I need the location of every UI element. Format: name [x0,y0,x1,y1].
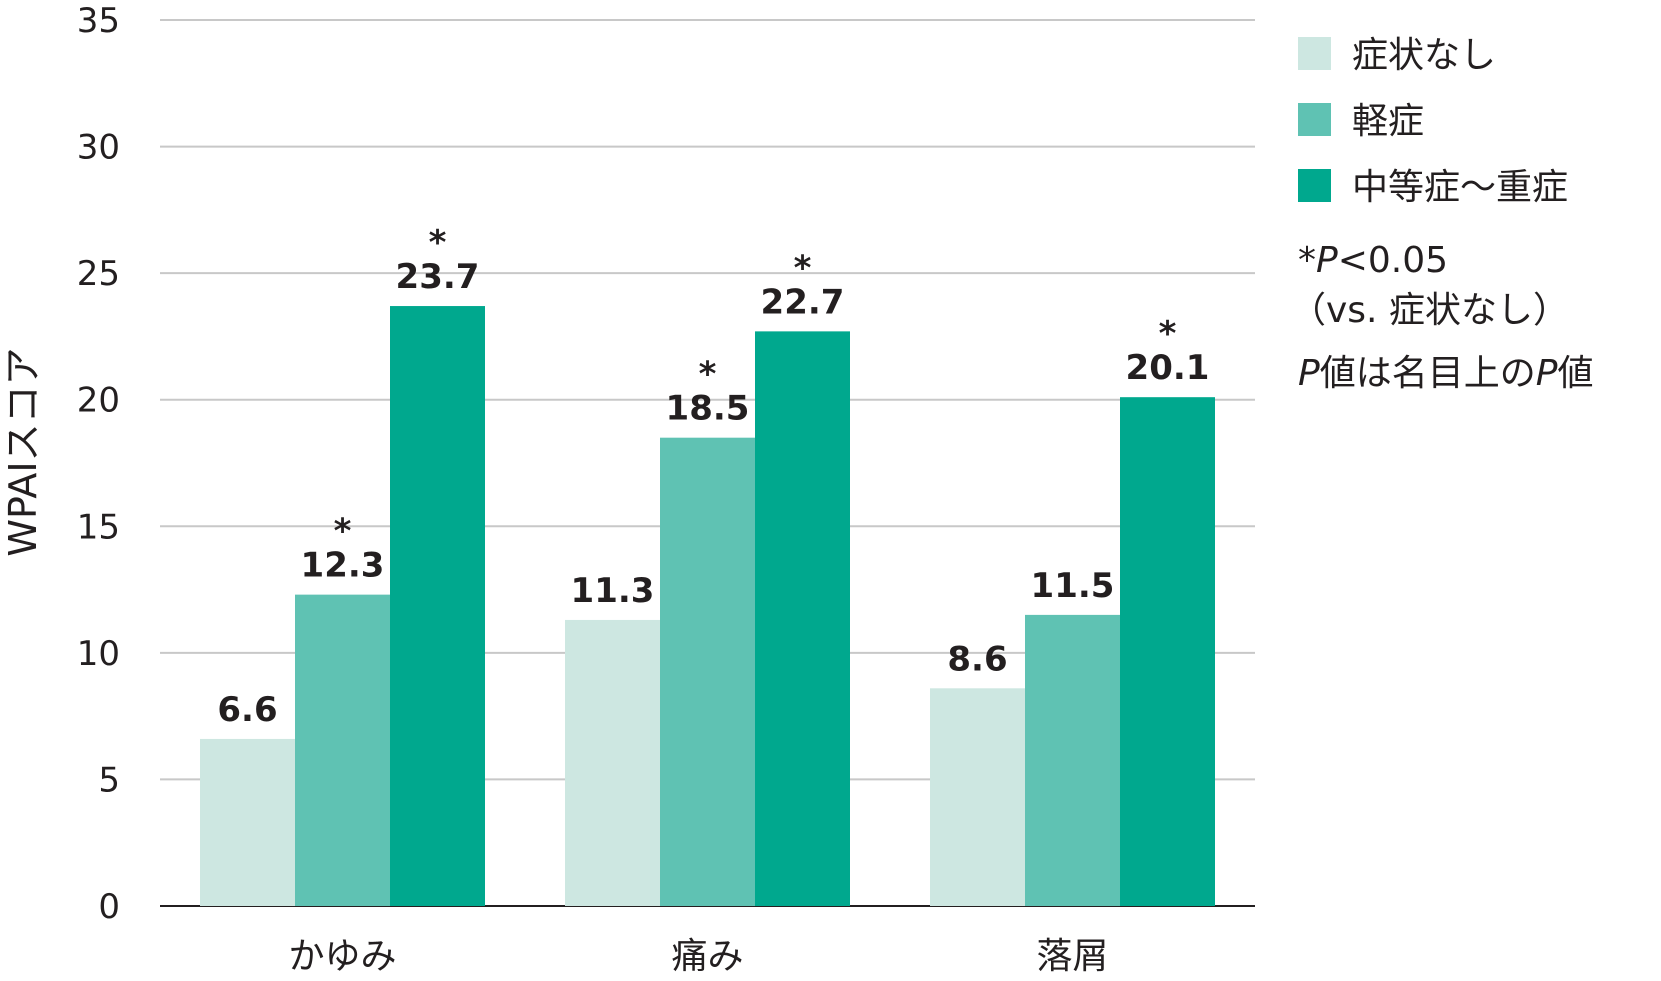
note-line-2: （vs. 症状なし） [1290,290,1569,331]
note-line-3: P値は名目上のP値 [1298,353,1593,394]
y-tick-label-15: 15 [77,507,120,547]
note-nominal-text: 値は名目上の [1320,353,1536,394]
significance-star-2-2: * [1159,314,1177,354]
note-line-1: *P<0.05 [1298,240,1448,281]
value-label-0-0: 6.6 [217,690,277,730]
category-label-0: かゆみ [288,936,396,977]
x-axis-categories: かゆみ 痛み 落屑 [288,936,1108,977]
value-label-0-2: 23.7 [396,257,480,297]
y-tick-label-10: 10 [77,634,120,674]
significance-star-1-2: * [794,248,812,288]
y-tick-label-0: 0 [98,887,120,927]
bar-0-2 [390,306,485,907]
y-tick-label-20: 20 [77,381,120,421]
significance-star-0-1: * [334,512,352,552]
value-label-0-1: 12.3 [301,546,385,586]
note-threshold: <0.05 [1338,240,1448,281]
y-tick-label-30: 30 [77,128,120,168]
bar-0-0 [200,738,295,906]
bar-2-0 [930,688,1025,906]
legend-swatch-0 [1298,37,1331,70]
note-star: * [1298,240,1316,281]
value-label-2-2: 20.1 [1126,348,1210,388]
legend-label-2: 中等症〜重症 [1352,167,1568,208]
note-p-symbol-2: P [1298,353,1320,394]
significance-star-1-1: * [699,355,717,395]
value-labels: 6.612.3*23.7*11.318.5*22.7*8.611.520.1* [217,223,1209,730]
category-label-2: 落屑 [1036,936,1108,977]
significance-star-0-2: * [429,223,447,263]
legend-label-0: 症状なし [1352,35,1496,76]
bar-2-2 [1120,397,1215,906]
y-axis-ticks: 0 5 10 15 20 25 30 35 [77,1,120,927]
bar-2-1 [1025,614,1120,906]
bars [200,306,1215,907]
bar-1-2 [755,331,850,906]
y-tick-label-25: 25 [77,254,120,294]
significance-note: *P<0.05 （vs. 症状なし） P値は名目上のP値 [1290,240,1593,394]
bar-1-0 [565,619,660,906]
note-p-symbol: P [1316,240,1338,281]
value-label-2-0: 8.6 [947,639,1007,679]
legend-swatch-1 [1298,103,1331,136]
note-value-text: 値 [1557,353,1593,394]
value-label-1-0: 11.3 [571,571,655,611]
y-tick-label-35: 35 [77,1,120,41]
value-label-2-1: 11.5 [1031,566,1115,606]
note-p-symbol-3: P [1536,353,1558,394]
y-tick-label-5: 5 [98,760,120,800]
bar-1-1 [660,437,755,906]
value-label-1-2: 22.7 [761,282,845,322]
category-label-1: 痛み [671,936,743,977]
bar-0-1 [295,594,390,906]
legend-swatch-2 [1298,169,1331,202]
y-axis-label: WPAIスコア [1,347,45,556]
legend-label-1: 軽症 [1352,101,1424,142]
value-label-1-1: 18.5 [666,389,750,429]
